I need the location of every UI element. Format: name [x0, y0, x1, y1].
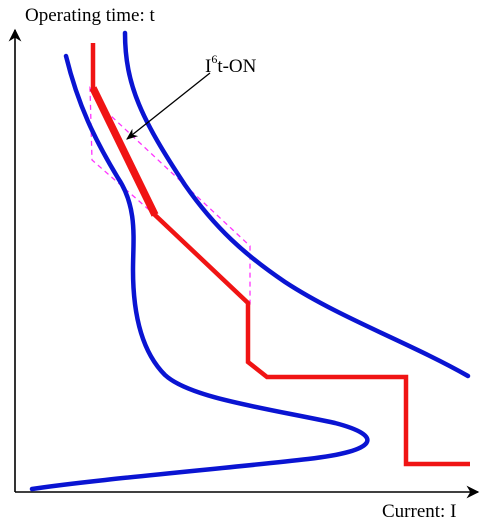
red-relay-curve [90, 43, 470, 467]
x-axis-label: Current: I [382, 501, 457, 522]
blue-curve-right [122, 30, 471, 379]
callout-superscript: 6 [211, 52, 218, 66]
callout-arrow [126, 72, 211, 140]
i6t-on-label: I6t-ON [205, 53, 257, 77]
blue-curve-left [29, 53, 370, 492]
y-axis-label: Operating time: t [25, 5, 155, 26]
callout-suffix: t-ON [217, 56, 257, 77]
red-i6t-segment [89, 86, 159, 217]
dashed-tolerance-band [89, 85, 251, 307]
callout-base: I [205, 56, 212, 77]
